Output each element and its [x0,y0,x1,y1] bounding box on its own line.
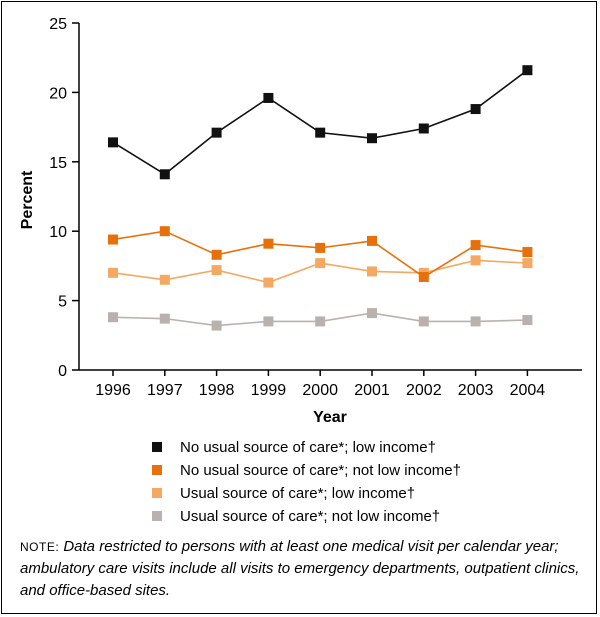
y-tick-label: 5 [58,294,67,311]
data-point [211,265,222,276]
y-tick-label: 25 [49,16,67,33]
data-point [470,316,481,327]
legend-swatch [152,442,162,452]
data-point [470,104,481,115]
legend-item: No usual source of care*; low income† [152,439,436,456]
data-point [470,240,481,251]
data-point [367,133,377,144]
y-tick-label: 20 [49,85,67,102]
x-tick-label: 1997 [147,382,183,399]
x-tick-label: 2001 [354,382,390,399]
data-point [108,267,118,278]
legend-swatch [152,511,162,521]
series-3 [108,255,533,288]
x-tick-label: 2002 [406,382,442,399]
legend-label: No usual source of care*; low income† [180,439,436,456]
y-tick-label: 0 [58,363,67,380]
data-point [315,316,326,327]
series-group [108,65,533,331]
data-point [367,266,377,277]
data-point [211,249,222,260]
y-tick-label: 10 [49,224,67,241]
data-point [470,255,481,266]
data-point [211,320,222,331]
note-prefix: NOTE: [20,540,60,554]
data-point [522,247,533,258]
data-point [159,169,170,180]
x-tick-label: 2003 [458,382,494,399]
x-axis-title: Year [313,409,347,426]
note-text: Data restricted to persons with at least… [20,538,580,599]
data-point [159,313,170,324]
legend: No usual source of care*; low income† No … [152,439,461,525]
data-point [211,127,222,138]
chart-axes [78,23,582,371]
x-axis-ticks: 1996 1997 1998 1999 2000 2001 2002 2003 2004 [95,370,545,399]
data-point [418,316,429,327]
x-tick-label: 1998 [199,382,235,399]
legend-label: Usual source of care*; not low income† [180,508,440,525]
data-point [367,235,377,246]
legend-swatch [152,488,162,498]
y-axis-title: Percent [19,170,36,229]
series-2 [108,226,533,283]
data-point [522,315,533,326]
note: NOTE: Data restricted to persons with at… [20,536,592,602]
data-point [108,234,118,245]
data-point [263,92,274,103]
data-point [315,242,326,253]
data-point [522,65,533,76]
data-point [263,316,274,327]
legend-item: Usual source of care*; not low income† [152,508,440,525]
x-tick-label: 1996 [95,382,131,399]
data-point [263,238,274,249]
legend-label: Usual source of care*; low income† [180,485,415,502]
series-line [112,69,528,176]
data-point [418,123,429,134]
data-point [315,258,326,269]
data-point [263,277,274,288]
x-tick-label: 2004 [510,382,546,399]
data-point [367,308,377,319]
legend-item: Usual source of care*; low income† [152,485,415,502]
data-point [418,272,429,283]
data-point [159,226,170,237]
series-1 [108,65,533,180]
data-point [159,274,170,285]
data-point [108,312,118,323]
data-point [315,127,326,138]
data-point [522,258,533,269]
x-tick-label: 2000 [302,382,338,399]
x-tick-label: 1999 [251,382,287,399]
legend-label: No usual source of care*; not low income… [180,462,461,479]
series-4 [108,308,533,331]
y-tick-label: 15 [49,155,67,172]
series-line [112,230,528,278]
legend-swatch [152,465,162,475]
y-axis-ticks: 0 5 10 15 20 25 [49,16,79,380]
data-point [108,137,118,148]
legend-item: No usual source of care*; not low income… [152,462,461,479]
